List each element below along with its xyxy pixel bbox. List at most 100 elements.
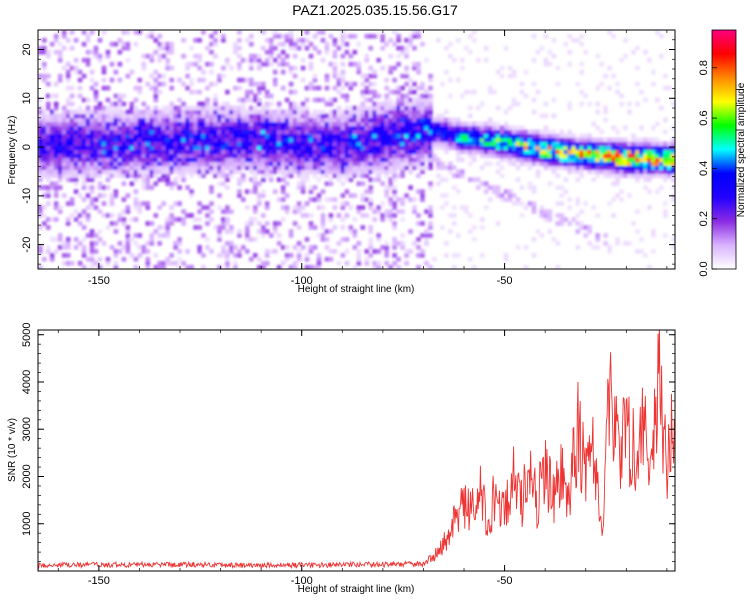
heatmap-cell [312,121,318,127]
heatmap-cell [460,173,465,178]
heatmap-cell [245,129,250,135]
heatmap-cell [332,61,338,67]
heatmap-cell [384,125,389,131]
heatmap-cell [607,249,612,254]
heatmap-cell [213,117,218,123]
heatmap-cell [89,149,95,155]
heatmap-cell [639,249,644,254]
heatmap-cell [583,137,588,143]
heatmap-cell [352,109,358,115]
heatmap-cell [284,38,290,43]
heatmap-cell [332,197,338,202]
heatmap-cell [225,209,230,214]
heatmap-cell [404,161,409,167]
heatmap-cell [201,253,206,258]
heatmap-cell [392,145,397,151]
heatmap-cell [344,125,350,131]
heatmap-cell [193,145,198,151]
heatmap-cell [388,113,393,119]
heatmap-cell [388,137,393,143]
heatmap-cell [479,217,485,222]
heatmap-cell [201,153,206,159]
heatmap-cell [288,101,294,107]
heatmap-cell [483,129,489,135]
heatmap-cell [324,41,330,47]
heatmap-cell [205,141,210,147]
heatmap-cell [356,181,362,186]
heatmap-cell [153,113,159,119]
heatmap-cell [356,145,362,151]
heatmap-cell [651,141,656,147]
heatmap-cell [416,149,421,155]
heatmap-cell [77,105,83,111]
heatmap-cell [296,113,302,119]
heatmap-cell [276,129,282,135]
heatmap-cell [360,109,366,115]
heatmap-cell [145,261,151,266]
heatmap-cell [117,93,123,99]
heatmap-cell [376,177,381,182]
heatmap-cell [380,157,385,163]
heatmap-cell [264,253,270,258]
heatmap-cell [404,253,409,258]
heatmap-cell [567,141,573,147]
heatmap-cell [296,109,302,115]
heatmap-cell [105,109,111,115]
heatmap-cell [360,173,366,178]
heatmap-cell [157,161,162,167]
heatmap-cell [651,145,656,151]
heatmap-cell [535,173,541,178]
heatmap-cell [69,137,75,143]
heatmap-cell [53,249,59,254]
heatmap-cell [651,81,656,87]
heatmap-cell [671,173,675,178]
heatmap-cell [539,153,545,159]
heatmap-cell [567,221,573,226]
heatmap-cell [559,165,565,170]
heatmap-cell [320,165,326,170]
heatmap-cell [77,221,83,226]
heatmap-cell [380,133,385,139]
heatmap-cell [328,213,334,218]
heatmap-cell [412,197,417,202]
heatmap-cell [129,153,135,159]
heatmap-cell [42,77,47,83]
heatmap-cell [233,245,238,250]
heatmap-cell [77,69,83,75]
heatmap-cell [73,113,79,119]
heatmap-cell [276,177,282,182]
heatmap-cell [400,45,405,51]
heatmap-cell [515,177,521,182]
heatmap-cell [655,97,660,103]
heatmap-cell [205,153,210,159]
heatmap-cell [468,141,473,147]
heatmap-cell [249,217,254,222]
heatmap-cell [145,137,151,143]
heatmap-cell [559,185,565,190]
heatmap-cell [241,117,246,123]
heatmap-cell [428,133,433,139]
heatmap-cell [388,121,393,127]
heatmap-cell [579,221,584,226]
heatmap-cell [663,157,668,163]
heatmap-cell [503,149,509,155]
heatmap-cell [205,213,210,218]
heatmap-cell [503,137,509,143]
heatmap-cell [320,157,326,163]
heatmap-cell [121,157,127,163]
heatmap-cell [587,157,592,163]
heatmap-cell [157,121,162,127]
heatmap-cell [384,245,389,250]
heatmap-cell [272,81,278,87]
heatmap-cell [659,153,664,159]
heatmap-cell [615,237,620,242]
heatmap-cell [237,253,242,258]
heatmap-cell [432,133,437,139]
heatmap-cell [408,77,413,83]
heatmap-cell [69,161,75,167]
heatmap-cell [396,133,401,139]
heatmap-cell [412,34,417,39]
heatmap-cell [651,157,656,163]
heatmap-cell [388,153,393,159]
heatmap-cell [332,73,338,79]
